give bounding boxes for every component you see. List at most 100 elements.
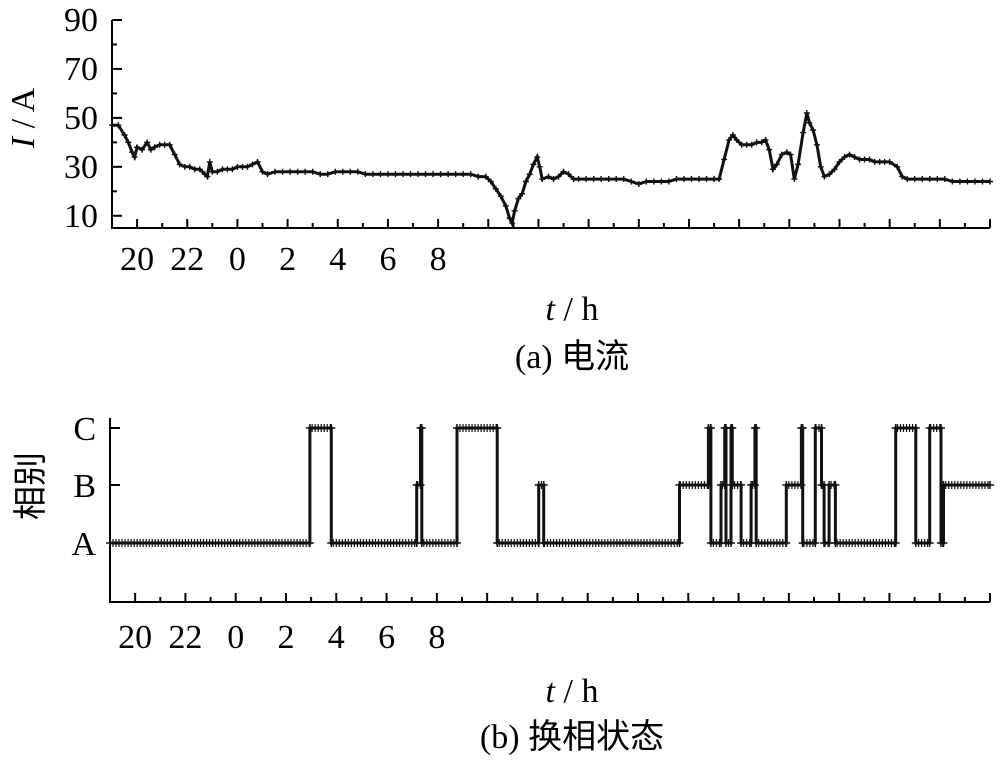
data-point (894, 163, 901, 170)
transition-point (831, 539, 840, 547)
data-point (206, 158, 213, 165)
data-point (522, 178, 529, 185)
data-point (803, 109, 810, 116)
data-point (766, 146, 773, 153)
transition-point (986, 481, 994, 489)
data-point (770, 166, 777, 173)
data-point (726, 136, 733, 143)
transition-point (305, 424, 314, 432)
transition-point (737, 481, 746, 489)
data-point (555, 173, 562, 180)
data-point (831, 166, 838, 173)
data-point (733, 136, 740, 143)
transition-point (727, 539, 736, 547)
data-point (673, 176, 680, 183)
phase-state-chart: ABC 20 22 0 2 4 6 8 相别 t / h (b) 换相状态 (12, 411, 994, 756)
data-point (787, 151, 794, 158)
x-tick-label: 8 (428, 619, 445, 656)
current-x-ticks: 20 22 0 2 4 6 8 (111, 219, 991, 278)
data-point (339, 168, 346, 175)
transition-point (417, 539, 426, 547)
data-point (347, 168, 354, 175)
data-point (721, 156, 728, 163)
transition-point (911, 539, 920, 547)
data-point (399, 171, 406, 178)
data-point (800, 129, 807, 136)
data-point (115, 122, 122, 129)
data-point (703, 176, 710, 183)
phase-chart-caption: (b) 换相状态 (480, 718, 664, 756)
data-point (851, 154, 858, 161)
data-point (244, 163, 251, 170)
transition-point (728, 481, 737, 489)
data-point (166, 141, 173, 148)
transition-point (704, 481, 713, 489)
data-point (415, 171, 422, 178)
data-point (131, 154, 138, 161)
current-chart-caption: (a) 电流 (515, 338, 629, 376)
transition-point (798, 539, 807, 547)
transition-point (452, 539, 461, 547)
data-point (161, 141, 168, 148)
data-point (452, 171, 459, 178)
transition-point (782, 539, 791, 547)
data-point (846, 151, 853, 158)
x-tick-label: 6 (379, 241, 396, 278)
data-point (506, 215, 513, 222)
data-point (841, 154, 848, 161)
phase-x-axis-label: t / h (546, 673, 599, 710)
data-point (806, 119, 813, 126)
data-point (919, 176, 926, 183)
phase-y-ticks: ABC (71, 411, 120, 563)
phase-x-ticks: 20 22 0 2 4 6 8 (109, 593, 991, 656)
current-trace (112, 112, 990, 228)
data-point (758, 139, 765, 146)
transition-point (797, 481, 806, 489)
transition-point (675, 539, 684, 547)
data-point (696, 176, 703, 183)
data-point (482, 173, 489, 180)
transition-point (752, 539, 761, 547)
data-point (369, 171, 376, 178)
data-point (911, 176, 918, 183)
transition-point (327, 539, 336, 547)
current-x-axis-label: t / h (546, 291, 599, 328)
x-tick-label: 2 (278, 619, 295, 656)
data-point (239, 163, 246, 170)
transition-point (327, 424, 336, 432)
current-y-axis-label: I / A (5, 87, 42, 149)
data-point (467, 171, 474, 178)
data-point (445, 171, 452, 178)
data-point (738, 141, 745, 148)
x-tick-label: 4 (329, 241, 346, 278)
current-chart: 10 30 50 70 90 20 22 0 2 4 6 8 I / A t / h (a) 电流 (5, 2, 993, 376)
data-point (545, 173, 552, 180)
transition-point (493, 539, 502, 547)
data-point (294, 168, 301, 175)
data-point (407, 171, 414, 178)
data-point (876, 158, 883, 165)
phase-trace (110, 426, 990, 545)
transition-point (305, 539, 314, 547)
transition-point (416, 481, 425, 489)
transition-point (939, 539, 948, 547)
current-trace-markers (109, 109, 993, 227)
transition-point (737, 539, 746, 547)
data-point (565, 171, 572, 178)
data-point (643, 178, 650, 185)
data-point (881, 158, 888, 165)
data-point (926, 176, 933, 183)
data-point (598, 176, 605, 183)
transition-point (782, 481, 791, 489)
data-point (941, 176, 948, 183)
data-point (287, 168, 294, 175)
data-point (229, 166, 236, 173)
data-point (502, 202, 509, 209)
x-tick-label: 4 (328, 619, 345, 656)
data-point (147, 146, 154, 153)
data-point (791, 176, 798, 183)
data-point (422, 171, 429, 178)
data-point (743, 141, 750, 148)
x-tick-label: 22 (170, 241, 204, 278)
